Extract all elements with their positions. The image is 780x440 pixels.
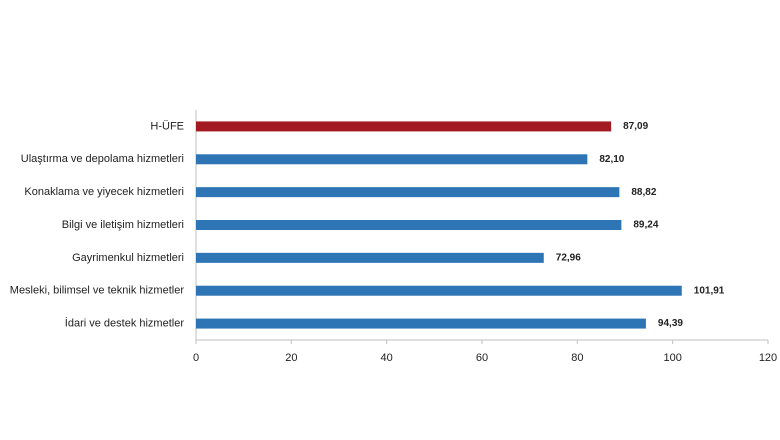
value-label: 94,39 [658,318,683,329]
bar [196,318,646,329]
value-label: 82,10 [599,154,624,165]
bar [196,187,620,198]
bar [196,220,622,230]
y-tick-label: Ulaştırma ve depolama hizmetleri [21,153,184,165]
y-tick-label: H-ÜFE [150,120,184,132]
bar [196,154,588,165]
y-tick-label: Bilgi ve iletişim hizmetleri [62,219,184,231]
value-label: 89,24 [633,220,658,231]
bar [196,121,612,132]
x-tick-label: 20 [285,352,297,364]
value-label: 88,82 [631,187,656,198]
x-tick-label: 80 [571,352,583,364]
x-tick-label: 0 [193,352,199,364]
x-tick-label: 120 [759,352,777,364]
x-tick-label: 40 [381,352,393,364]
value-label: 101,91 [694,285,725,296]
value-label: 72,96 [556,252,581,263]
y-tick-label: İdari ve destek hizmetler [65,316,185,329]
bar [196,285,682,296]
y-tick-label: Mesleki, bilimsel ve teknik hizmetler [10,285,185,297]
value-label: 87,09 [623,121,648,132]
bar [196,252,544,263]
y-tick-label: Gayrimenkul hizmetleri [72,252,184,264]
y-tick-label: Konaklama ve yiyecek hizmetleri [24,186,184,198]
x-tick-label: 60 [476,352,488,364]
x-tick-label: 100 [663,352,681,364]
